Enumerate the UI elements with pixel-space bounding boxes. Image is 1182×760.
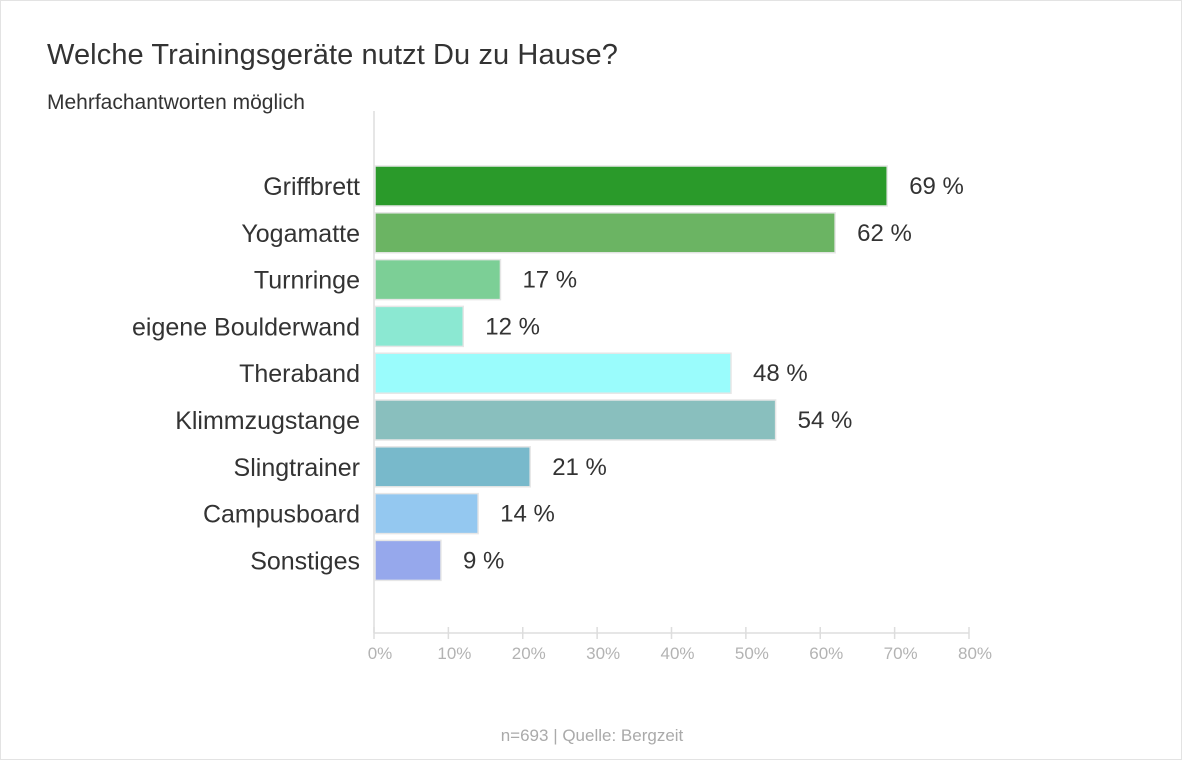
category-label: Yogamatte — [241, 220, 360, 248]
category-label: Sonstiges — [250, 547, 360, 575]
value-label: 69 % — [909, 173, 964, 200]
x-tick-label: 60% — [809, 644, 843, 663]
category-label: Griffbrett — [263, 173, 360, 201]
x-tick-label: 70% — [884, 644, 918, 663]
bar — [374, 539, 442, 582]
category-label: Klimmzugstange — [175, 407, 360, 435]
value-label: 21 % — [552, 454, 607, 481]
chart-subtitle: Mehrfachantworten möglich — [47, 91, 305, 114]
value-label: 12 % — [485, 313, 540, 340]
bar — [374, 305, 464, 348]
chart-title: Welche Trainingsgeräte nutzt Du zu Hause… — [47, 39, 618, 71]
category-label: eigene Boulderwand — [132, 313, 360, 341]
bar — [374, 399, 777, 441]
bar — [374, 212, 836, 254]
x-tick-label: 0% — [368, 644, 393, 663]
bar — [374, 165, 888, 207]
bar — [374, 446, 531, 488]
source-note: n=693 | Quelle: Bergzeit — [500, 726, 684, 745]
value-label: 54 % — [798, 407, 853, 434]
bar-chart: 0% 10% 20% 30% 40% 50% 60% 70% 80% Griffbrett 69 %… — [132, 111, 992, 663]
category-label: Theraband — [239, 360, 360, 388]
value-label: 62 % — [857, 220, 912, 247]
category-label: Turnringe — [254, 267, 360, 295]
bar — [374, 258, 502, 301]
category-label: Campusboard — [203, 501, 360, 529]
x-tick-label: 80% — [958, 644, 992, 663]
bar — [374, 352, 732, 394]
category-label: Slingtrainer — [234, 454, 360, 482]
x-tick-label: 30% — [586, 644, 620, 663]
x-tick-label: 20% — [512, 644, 546, 663]
x-tick-label: 50% — [735, 644, 769, 663]
value-label: 9 % — [463, 547, 504, 574]
bar — [374, 492, 479, 535]
x-tick-label: 10% — [437, 644, 471, 663]
value-label: 14 % — [500, 501, 555, 528]
x-tick-label: 40% — [660, 644, 694, 663]
value-label: 17 % — [522, 267, 577, 294]
value-label: 48 % — [753, 360, 808, 387]
